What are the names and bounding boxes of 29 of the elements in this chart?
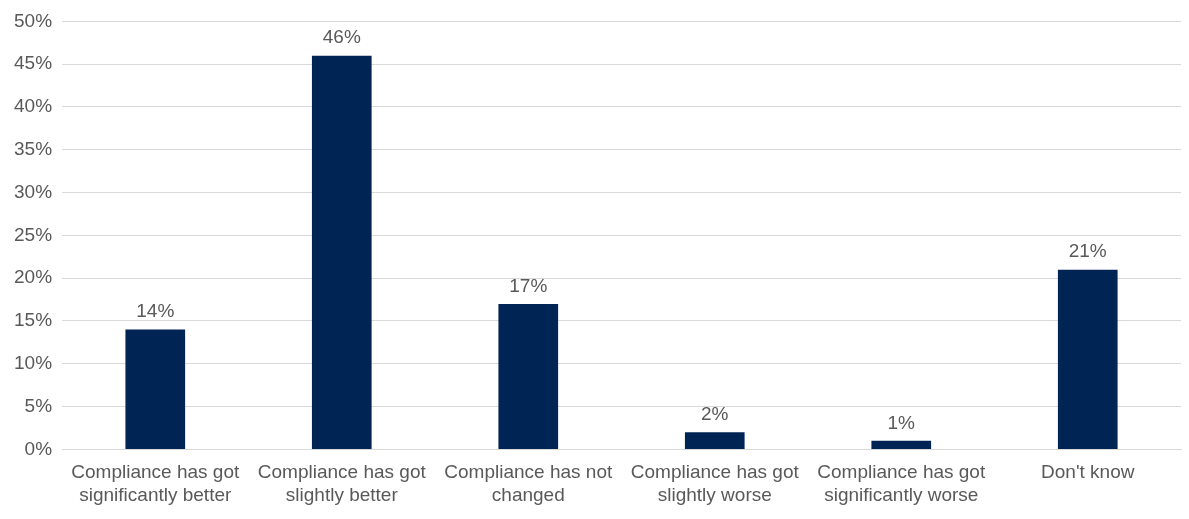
y-tick-label: 30%	[14, 180, 53, 202]
data-label: 2%	[701, 403, 729, 425]
bar	[684, 432, 745, 449]
bar	[498, 303, 559, 449]
y-tick-label: 35%	[14, 138, 53, 160]
y-tick-label: 25%	[14, 223, 53, 245]
y-tick-label: 5%	[24, 394, 53, 416]
y-tick-label: 10%	[14, 352, 53, 374]
x-tick-label: Don't know	[1041, 461, 1135, 483]
x-tick-label: Compliance has got significantly better	[71, 461, 240, 505]
bar	[871, 440, 932, 449]
bar	[311, 55, 372, 449]
x-tick-label: Compliance has got significantly worse	[817, 461, 986, 505]
x-tick-label: Compliance has not changed	[444, 461, 613, 505]
bar	[125, 329, 186, 449]
y-tick-label: 0%	[24, 437, 53, 459]
y-tick-label: 50%	[14, 9, 53, 31]
bar	[1057, 269, 1118, 449]
y-tick-label: 15%	[14, 309, 53, 331]
x-tick-label: Compliance has got slightly worse	[630, 461, 800, 505]
y-tick-label: 40%	[14, 95, 53, 117]
data-label: 14%	[136, 300, 175, 322]
y-tick-label: 45%	[14, 52, 53, 74]
data-label: 17%	[509, 274, 548, 296]
data-label: 46%	[322, 26, 361, 48]
data-label: 1%	[887, 411, 916, 433]
y-tick-label: 20%	[14, 266, 53, 288]
data-label: 21%	[1068, 240, 1107, 262]
x-tick-label: Compliance has got slightly better	[257, 461, 427, 505]
